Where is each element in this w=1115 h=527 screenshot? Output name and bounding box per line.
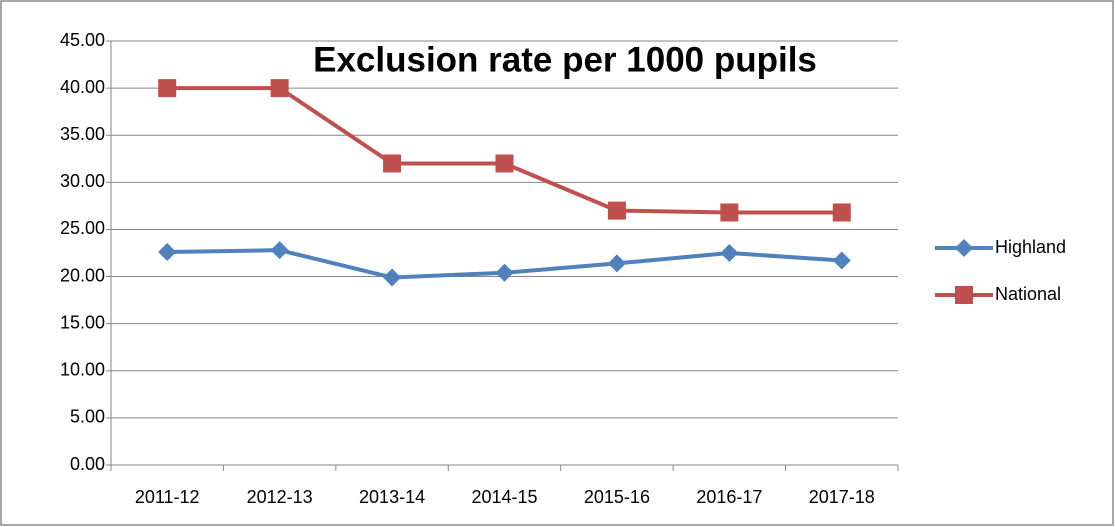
- marker: [383, 154, 402, 173]
- marker: [270, 241, 289, 260]
- y-tick-label: 10.00: [60, 360, 105, 380]
- marker: [607, 201, 626, 220]
- x-tick-label: 2012-13: [247, 487, 313, 507]
- y-tick-label: 35.00: [60, 124, 105, 144]
- x-tick-label: 2014-15: [471, 487, 537, 507]
- x-tick-label: 2013-14: [359, 487, 425, 507]
- chart-title: Exclusion rate per 1000 pupils: [313, 40, 817, 79]
- marker: [383, 268, 402, 287]
- y-tick-label: 30.00: [60, 171, 105, 191]
- y-tick-label: 45.00: [60, 30, 105, 50]
- y-tick-label: 5.00: [70, 407, 105, 427]
- legend-marker: [955, 239, 973, 257]
- marker: [495, 263, 514, 282]
- legend-label: National: [995, 284, 1061, 304]
- y-tick-label: 40.00: [60, 77, 105, 97]
- y-tick-label: 20.00: [60, 265, 105, 285]
- marker: [607, 254, 626, 273]
- marker: [720, 244, 739, 262]
- marker: [720, 203, 739, 222]
- x-tick-label: 2017-18: [809, 487, 875, 507]
- y-tick-label: 25.00: [60, 218, 105, 238]
- x-tick-label: 2016-17: [696, 487, 762, 507]
- marker: [270, 79, 289, 98]
- x-tick-label: 2011-12: [135, 487, 200, 507]
- marker: [495, 154, 514, 173]
- y-tick-label: 0.00: [70, 454, 105, 474]
- marker: [832, 203, 851, 222]
- legend-label: Highland: [995, 237, 1066, 257]
- marker: [832, 251, 851, 270]
- y-tick-label: 15.00: [60, 312, 105, 332]
- marker: [158, 79, 177, 98]
- x-tick-label: 2015-16: [584, 487, 650, 507]
- marker: [158, 243, 177, 262]
- legend-marker: [955, 286, 973, 304]
